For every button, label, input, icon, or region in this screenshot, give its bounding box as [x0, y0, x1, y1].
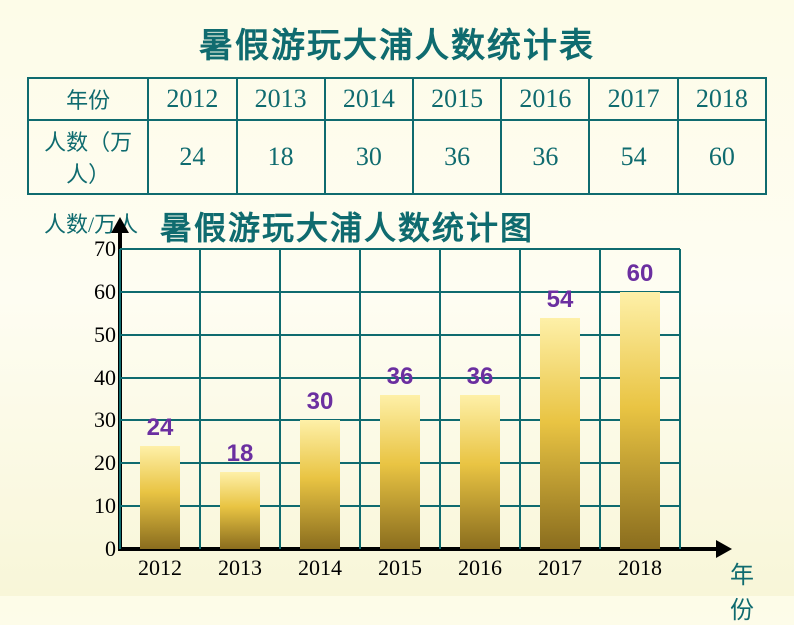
- x-tick: 2017: [525, 555, 595, 581]
- cell-val-0: 24: [148, 120, 236, 194]
- grid-h: [120, 248, 680, 250]
- cell-year-0: 2012: [148, 78, 236, 120]
- plot-region: 年份 0102030405060702420121820133020143620…: [120, 249, 680, 549]
- bar-value-label: 36: [450, 363, 510, 391]
- grid-h: [120, 334, 680, 336]
- cell-year-4: 2016: [501, 78, 589, 120]
- y-tick: 50: [76, 322, 116, 348]
- cell-val-2: 30: [325, 120, 413, 194]
- x-tick: 2013: [205, 555, 275, 581]
- grid-v: [279, 249, 281, 549]
- chart-area: 人数/万人 暑假游玩大浦人数统计图 年份 0102030405060702420…: [50, 209, 750, 609]
- cell-val-5: 54: [589, 120, 677, 194]
- y-axis-arrow-icon: [111, 217, 129, 233]
- grid-v: [599, 249, 601, 549]
- y-tick: 0: [76, 536, 116, 562]
- cell-val-4: 36: [501, 120, 589, 194]
- chart-title: 暑假游玩大浦人数统计图: [160, 203, 534, 249]
- row-header-count: 人数（万人）: [28, 120, 148, 194]
- grid-v: [119, 249, 121, 549]
- cell-year-6: 2018: [678, 78, 766, 120]
- y-tick: 10: [76, 493, 116, 519]
- y-tick: 40: [76, 365, 116, 391]
- y-tick: 70: [76, 236, 116, 262]
- bar: [140, 446, 180, 549]
- cell-year-3: 2015: [413, 78, 501, 120]
- grid-v: [199, 249, 201, 549]
- grid-h: [120, 291, 680, 293]
- y-tick: 20: [76, 450, 116, 476]
- grid-v: [679, 249, 681, 549]
- cell-val-1: 18: [237, 120, 325, 194]
- table-row-values: 人数（万人） 24 18 30 36 36 54 60: [28, 120, 766, 194]
- bar: [300, 420, 340, 549]
- grid-v: [519, 249, 521, 549]
- cell-year-2: 2014: [325, 78, 413, 120]
- table-row-years: 年份 2012 2013 2014 2015 2016 2017 2018: [28, 78, 766, 120]
- x-axis-label: 年份: [730, 555, 754, 625]
- bar-value-label: 24: [130, 414, 190, 442]
- row-header-year: 年份: [28, 78, 148, 120]
- grid-v: [359, 249, 361, 549]
- bar: [620, 292, 660, 549]
- x-tick: 2012: [125, 555, 195, 581]
- bar-value-label: 54: [530, 286, 590, 314]
- cell-val-6: 60: [678, 120, 766, 194]
- x-tick: 2014: [285, 555, 355, 581]
- bar: [380, 395, 420, 549]
- cell-year-5: 2017: [589, 78, 677, 120]
- bar-value-label: 30: [290, 388, 350, 416]
- bar-value-label: 60: [610, 260, 670, 288]
- bar-value-label: 18: [210, 440, 270, 468]
- cell-year-1: 2013: [237, 78, 325, 120]
- bar-value-label: 36: [370, 363, 430, 391]
- bar: [460, 395, 500, 549]
- y-tick: 30: [76, 407, 116, 433]
- bar: [540, 318, 580, 549]
- x-tick: 2018: [605, 555, 675, 581]
- data-table: 年份 2012 2013 2014 2015 2016 2017 2018 人数…: [27, 77, 767, 195]
- bar: [220, 472, 260, 549]
- table-title: 暑假游玩大浦人数统计表: [0, 0, 794, 67]
- x-tick: 2015: [365, 555, 435, 581]
- y-tick: 60: [76, 279, 116, 305]
- cell-val-3: 36: [413, 120, 501, 194]
- x-tick: 2016: [445, 555, 515, 581]
- grid-v: [439, 249, 441, 549]
